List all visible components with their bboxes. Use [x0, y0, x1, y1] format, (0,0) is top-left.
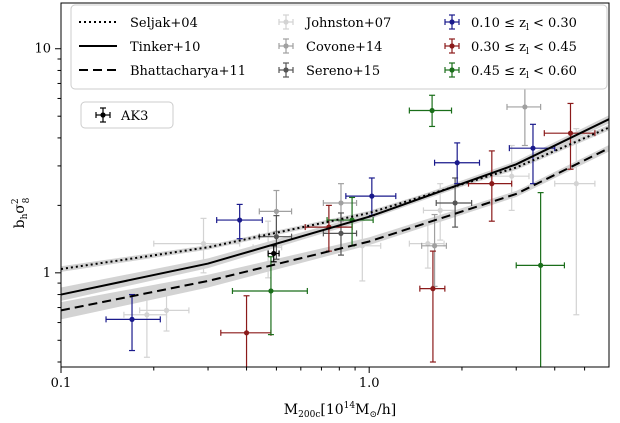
data-point-marker	[369, 193, 375, 199]
legend-ak3: AK3	[80, 101, 174, 129]
data-point-marker	[530, 145, 536, 151]
data-point-marker	[437, 207, 443, 213]
legend-label-covone-14: Covone+14	[306, 40, 382, 55]
axis-ticks: 0.1 1.0 1 10	[34, 42, 586, 391]
y-tick-label: 10	[34, 42, 51, 57]
data-point-marker	[243, 330, 250, 336]
data-point-marker	[509, 173, 515, 179]
legend-dot	[100, 112, 106, 118]
y-axis-label: bhσ28	[11, 197, 32, 228]
point-johnston-07-1	[139, 293, 190, 332]
point-johnston-07-7	[491, 144, 530, 211]
point-0-30-z-l-0-45-2	[419, 250, 446, 363]
x-tick-label: 0.1	[51, 376, 72, 391]
data-point-marker	[273, 234, 280, 240]
legend-label-redshift-1: 0.30 ≤ zl < 0.45	[471, 40, 577, 57]
point-0-30-z-l-0-45-0	[220, 295, 272, 367]
legend-label-ak3: AK3	[120, 109, 148, 124]
legend-marker-sereno-15	[278, 62, 294, 78]
model-band-bhattacharya-11	[61, 144, 609, 320]
data-point-marker	[359, 243, 365, 249]
data-point-marker	[425, 241, 431, 247]
legend-label-seljak-04: Seljak+04	[130, 16, 198, 31]
legend-main-box	[70, 4, 608, 90]
legend-marker-ak3	[95, 107, 111, 123]
data-point-marker	[237, 217, 243, 223]
data-point-marker	[429, 107, 435, 114]
legend-label-bhattacharya-11: Bhattacharya+11	[130, 64, 246, 79]
data-point-marker	[338, 230, 344, 236]
data-point-marker	[273, 208, 280, 214]
data-point-marker	[268, 288, 274, 294]
point-0-45-z-l-0-60-2	[408, 94, 453, 128]
data-points	[105, 73, 596, 367]
legend-label-tinker-10: Tinker+10	[130, 40, 200, 55]
data-point-marker	[338, 200, 344, 206]
data-point-marker	[567, 130, 574, 136]
data-point-marker	[489, 181, 495, 187]
x-tick-label: 1.0	[359, 376, 380, 391]
point-0-10-z-l-0-30-4	[508, 123, 556, 185]
legend-label-sereno-15: Sereno+15	[306, 64, 380, 79]
data-point-marker	[452, 200, 458, 206]
point-0-30-z-l-0-45-4	[543, 102, 596, 170]
data-point-marker	[144, 312, 150, 318]
legend-label-redshift-2: 0.45 ≤ zl < 0.60	[471, 64, 577, 81]
legend-marker-redshift-2	[444, 62, 460, 78]
legend-marker-johnston-07	[278, 14, 294, 30]
legend-marker-covone-14	[278, 38, 294, 54]
point-ak3-0	[267, 245, 280, 263]
data-point-marker	[538, 262, 544, 268]
model-line-bhattacharya-11	[60, 147, 610, 312]
model-band-tinker-10	[61, 115, 609, 301]
model-line-tinker-10	[60, 118, 610, 296]
legend-dot	[449, 19, 455, 25]
legend-marker-redshift-1	[444, 38, 460, 54]
y-tick-label: 1	[43, 266, 51, 281]
plot-frame	[60, 2, 610, 368]
legend-dot	[449, 43, 455, 49]
point-covone-14-0	[258, 189, 293, 233]
data-point-marker	[522, 104, 528, 110]
point-johnston-07-8	[554, 128, 596, 316]
data-point-marker	[200, 241, 207, 247]
data-point-marker	[271, 250, 277, 257]
legend-dot	[449, 67, 455, 73]
point-0-45-z-l-0-60-0	[231, 256, 308, 336]
data-point-marker	[573, 181, 579, 187]
legend-main: Seljak+04 Tinker+10 Bhattacharya+11 Johnsto…	[70, 4, 608, 90]
legend-dot	[283, 43, 289, 49]
point-0-45-z-l-0-60-3	[515, 192, 566, 367]
data-point-marker	[431, 243, 438, 249]
legend-dot	[283, 19, 289, 25]
point-0-30-z-l-0-45-3	[467, 150, 513, 222]
data-point-marker	[163, 307, 170, 313]
data-point-marker	[129, 316, 135, 322]
legend-label-johnston-07: Johnston+07	[304, 16, 391, 31]
point-0-10-z-l-0-30-1	[216, 203, 263, 240]
legend-label-redshift-0: 0.10 ≤ zl < 0.30	[471, 16, 577, 33]
point-0-10-z-l-0-30-3	[433, 142, 481, 185]
legend-dot	[283, 67, 289, 73]
legend-marker-redshift-0	[444, 14, 460, 30]
plot-area	[60, 73, 610, 367]
model-line-seljak-04	[60, 126, 610, 271]
point-0-10-z-l-0-30-0	[105, 293, 161, 352]
point-covone-14-2	[421, 213, 447, 287]
x-axis-label: M200c[1014M⊙/h]	[284, 401, 396, 420]
data-point-marker	[430, 286, 436, 292]
data-point-marker	[454, 160, 460, 166]
